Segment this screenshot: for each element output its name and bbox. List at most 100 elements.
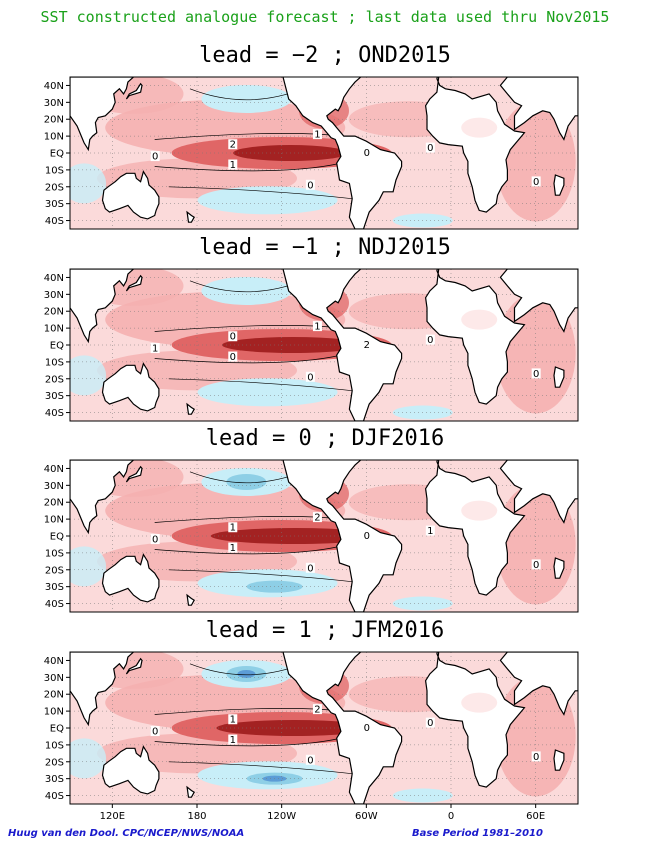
contour-label-box (425, 525, 435, 536)
contour-label-box (312, 129, 322, 140)
lat-label: 20N (44, 307, 64, 318)
contour-label-box (312, 704, 322, 715)
contour-label: 1 (314, 322, 320, 333)
footer-credit: Huug van den Dool. CPC/NCEP/NWS/NOAA (8, 828, 244, 839)
contour-label: 0 (427, 718, 433, 729)
lat-label: 10S (45, 165, 64, 176)
contour-label-box (150, 534, 160, 545)
figure-title: SST constructed analogue forecast ; last… (41, 8, 610, 26)
contour-label: 0 (364, 531, 370, 542)
contour-label: 0 (307, 180, 313, 191)
lon-label: 60E (526, 811, 545, 822)
land-africa-eurasia (424, 652, 526, 788)
sst-anomaly-field (70, 460, 578, 612)
lat-label: 40S (45, 408, 64, 419)
land-japan (125, 465, 143, 483)
land-asia (70, 460, 135, 535)
contour-label-box (425, 142, 435, 153)
contour-label: 1 (230, 735, 236, 746)
map-panels: lead = −2 ; OND2015 40N 30N 20N 10N EQ 10S 20S 3… (44, 43, 579, 805)
lat-label: 20N (44, 115, 64, 126)
land-americas (282, 77, 403, 229)
land-africa-eurasia (424, 77, 526, 213)
lat-label: 10S (45, 357, 64, 368)
contour-label-box (150, 151, 160, 162)
contour-label-box (305, 754, 315, 765)
lat-label: 40N (44, 273, 64, 284)
contour-label-box (312, 321, 322, 332)
lon-label: 60W (355, 811, 378, 822)
land-australia (101, 170, 160, 220)
map-panel-lead-0: lead = 0 ; DJF2016 40N 30N 20N 10N EQ 10S 20S 30… (44, 426, 579, 613)
contour-label-box (150, 726, 160, 737)
contour-label: 0 (152, 535, 158, 546)
land-americas (282, 269, 403, 421)
sst-anomaly-field (70, 269, 578, 421)
lat-label: 30N (44, 98, 64, 109)
lat-label: 10S (45, 740, 64, 751)
panel-title: lead = 0 ; DJF2016 (206, 426, 444, 451)
land-new-zealand (186, 785, 196, 798)
land-asia (70, 77, 135, 152)
contour-label: 0 (152, 727, 158, 738)
contour-label: 0 (230, 332, 236, 343)
sst-anomaly-field (70, 652, 578, 804)
contour-label: 0 (307, 755, 313, 766)
contour-label: 2 (314, 513, 320, 524)
contour-label: 1 (152, 344, 158, 355)
contour-label-box (362, 339, 372, 350)
land-americas (282, 652, 403, 804)
contour-label-box (228, 351, 238, 362)
contour-label-box (305, 562, 315, 573)
contour-label: 0 (533, 369, 539, 380)
map-panel-lead-minus-2: lead = −2 ; OND2015 40N 30N 20N 10N EQ 10S 20S 3… (44, 43, 579, 230)
contour-label-box (425, 717, 435, 728)
land-arabia-india (499, 77, 578, 141)
land-japan (125, 657, 143, 675)
contour-label: 2 (230, 140, 236, 151)
contour-label-box (228, 734, 238, 745)
lat-label: 30S (45, 774, 64, 785)
land-australia (101, 362, 160, 412)
contour-label: 0 (533, 752, 539, 763)
lat-label: 10S (45, 548, 64, 559)
contour-label-box (362, 530, 372, 541)
contour-label: 0 (364, 148, 370, 159)
lat-label: 40N (44, 656, 64, 667)
lon-label: 120W (267, 811, 296, 822)
lat-label: 30S (45, 582, 64, 593)
contour-label-box (305, 179, 315, 190)
contour-label: 1 (314, 130, 320, 141)
lat-label: 40S (45, 791, 64, 802)
contour-label: 1 (230, 543, 236, 554)
lon-label: 180 (187, 811, 206, 822)
land-japan (125, 82, 143, 100)
contour-label-box (531, 368, 541, 379)
land-asia (70, 269, 135, 344)
map-panel-lead-minus-1: lead = −1 ; NDJ2015 40N 30N 20N 10N EQ 10S 20S 3… (44, 235, 579, 422)
contour-label: 0 (533, 560, 539, 571)
land-africa-eurasia (424, 269, 526, 405)
land-africa-eurasia (424, 460, 526, 596)
panel-title: lead = −2 ; OND2015 (199, 43, 451, 68)
lat-label: 10N (44, 324, 64, 335)
lat-label: 10N (44, 132, 64, 143)
contour-label-box (228, 542, 238, 553)
contour-label: 0 (307, 372, 313, 383)
lat-label: 20S (45, 565, 64, 576)
map-panel-lead-1: lead = 1 ; JFM2016 40N 30N 20N 10N EQ 10S 20S 30… (44, 618, 579, 805)
lat-label: 30S (45, 199, 64, 210)
contour-label-box (362, 722, 372, 733)
contour-label: 0 (533, 177, 539, 188)
lat-label: EQ (50, 532, 64, 543)
sst-anomaly-field (70, 77, 578, 229)
lat-label: 20S (45, 374, 64, 385)
land-asia (70, 652, 135, 727)
lat-label: EQ (50, 149, 64, 160)
contour-label-box (150, 343, 160, 354)
land-japan (125, 274, 143, 292)
land-new-zealand (186, 210, 196, 223)
lat-label: 30N (44, 481, 64, 492)
contour-label-box (305, 371, 315, 382)
lat-label: 40N (44, 81, 64, 92)
